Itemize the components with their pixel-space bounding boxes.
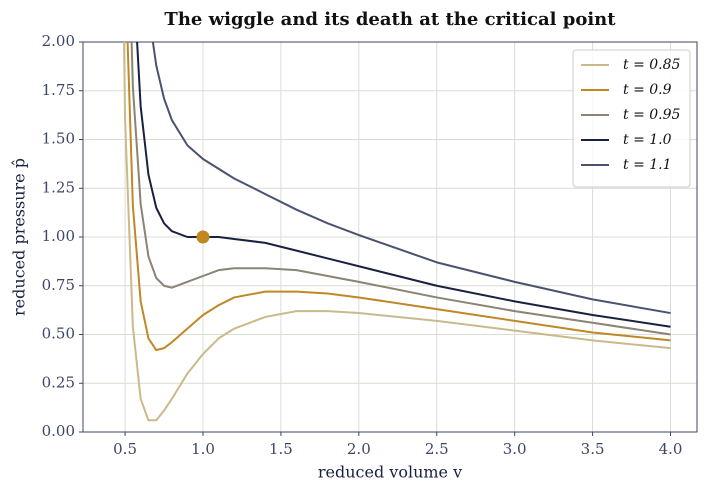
y-tick-label: 2.00 [42, 32, 75, 50]
series-line [123, 42, 671, 422]
y-tick-label: 0.00 [42, 422, 75, 440]
x-tick-label: 4.0 [659, 440, 683, 458]
legend-box [572, 49, 691, 188]
x-tick-label: 2.0 [347, 440, 371, 458]
y-axis-label: reduced pressure p̂ [10, 158, 29, 316]
y-tick-label: 0.75 [42, 276, 75, 294]
series-line [126, 42, 671, 352]
chart-title: The wiggle and its death at the critical… [164, 9, 616, 30]
y-tick-label: 0.25 [42, 373, 75, 391]
series-line [130, 42, 671, 336]
plot-area [123, 42, 671, 422]
legend-label: t = 0.9 [623, 82, 672, 98]
x-tick-label: 1.0 [191, 440, 215, 458]
x-tick-label: 0.5 [113, 440, 137, 458]
legend-label: t = 0.85 [623, 57, 681, 73]
x-axis-label: reduced volume v [318, 463, 462, 482]
series-line [136, 42, 671, 328]
y-tick-label: 1.00 [42, 227, 75, 245]
y-tick-label: 1.25 [42, 178, 75, 196]
plot-frame [82, 41, 698, 433]
y-tick-label: 0.50 [42, 325, 75, 343]
x-tick-label: 3.5 [581, 440, 605, 458]
legend-label: t = 1.0 [623, 132, 672, 148]
critical-point [196, 230, 210, 244]
series-line [151, 42, 671, 315]
y-tick-label: 1.75 [42, 81, 75, 99]
x-tick-label: 1.5 [269, 440, 293, 458]
legend-label: t = 1.1 [623, 157, 672, 173]
y-tick-label: 1.50 [42, 130, 75, 148]
x-tick-label: 3.0 [503, 440, 527, 458]
legend-label: t = 0.95 [623, 107, 681, 123]
x-tick-label: 2.5 [425, 440, 449, 458]
